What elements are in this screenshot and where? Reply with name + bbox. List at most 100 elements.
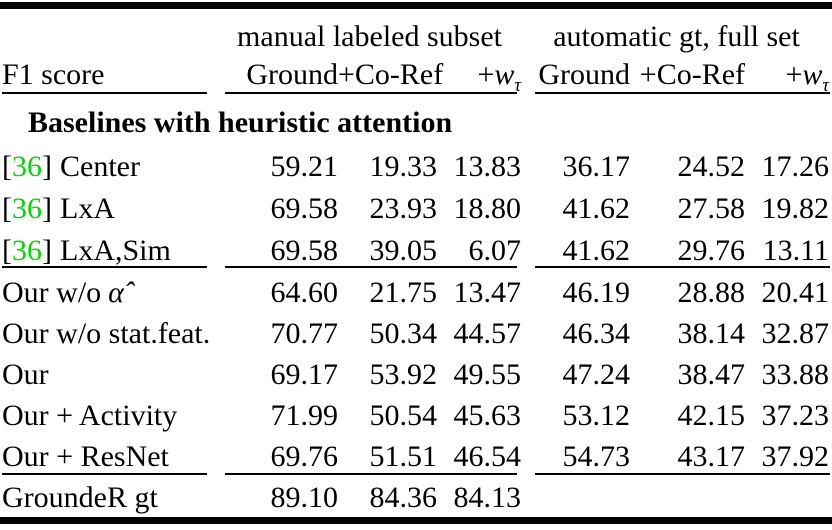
- score-cell: 59.21: [270, 150, 339, 183]
- score-cell: 28.88: [677, 275, 746, 309]
- midrule-ours-automatic-group: [535, 473, 830, 475]
- col-header-wtau-manual: +wτ: [477, 58, 522, 96]
- score-cell: 17.26: [761, 150, 830, 183]
- score-cell: 46.54: [453, 439, 522, 473]
- row-label: Our w/o stat.feat.: [2, 316, 211, 350]
- score-cell: 29.76: [677, 234, 746, 267]
- score-cell: 36.17: [562, 150, 631, 183]
- score-cell: 20.41: [761, 275, 830, 309]
- midrule-baselines-manual-group: [225, 266, 517, 268]
- header-rule-left: [2, 92, 207, 94]
- row-label: Our + ResNet: [2, 439, 169, 473]
- table-row: Our 69.17 53.92 49.55 47.24 38.47 33.88: [0, 354, 832, 395]
- score-cell: 50.54: [369, 398, 438, 432]
- score-cell: 38.14: [677, 316, 746, 350]
- score-cell: 13.11: [762, 234, 830, 267]
- score-cell: 84.13: [453, 481, 522, 514]
- column-group-header-row: manual labeled subset automatic gt, full…: [0, 0, 832, 58]
- score-cell: 13.47: [453, 275, 522, 309]
- row-label: Our + Activity: [2, 398, 178, 432]
- score-cell: 38.47: [677, 357, 746, 391]
- score-cell: [521, 477, 630, 519]
- col-header-coref-automatic: +Co-Ref: [639, 58, 746, 91]
- header-rule-manual-group: [225, 92, 517, 94]
- alpha-hat-symbol: α̂: [108, 275, 124, 309]
- midrule-baselines-automatic-group: [535, 266, 830, 268]
- score-cell: 32.87: [761, 316, 830, 350]
- col-header-coref-manual: +Co-Ref: [338, 58, 444, 91]
- score-cell: 13.83: [453, 150, 522, 183]
- score-cell: 46.34: [562, 316, 631, 350]
- score-cell: 19.33: [369, 150, 438, 183]
- table-row: GroundeR gt 89.10 84.36 84.13: [0, 477, 832, 519]
- table-row: Our w/o stat.feat. 70.77 50.34 44.57 46.…: [0, 313, 832, 354]
- row-label: [36] Center: [2, 150, 140, 183]
- score-cell: 53.92: [369, 357, 438, 391]
- section-header: Baselines with heuristic attention: [28, 106, 453, 139]
- score-cell: 27.58: [677, 192, 746, 225]
- score-cell: 69.17: [270, 357, 339, 391]
- score-cell: 19.82: [761, 192, 830, 225]
- column-header-row: F1 score Ground +Co-Ref +wτ Ground +Co-R…: [0, 58, 832, 96]
- col-group-manual-subset: manual labeled subset: [237, 20, 502, 53]
- citation-link[interactable]: 36: [12, 150, 42, 183]
- midrule-ours-left: [2, 473, 207, 475]
- score-cell: 37.92: [761, 439, 830, 473]
- section-header-row: Baselines with heuristic attention: [0, 96, 832, 146]
- score-cell: 6.07: [468, 234, 522, 267]
- header-rule-automatic-group: [535, 92, 830, 94]
- table-row: Our + ResNet 69.76 51.51 46.54 54.73 43.…: [0, 436, 832, 477]
- row-label: Our: [2, 357, 49, 391]
- results-table: manual labeled subset automatic gt, full…: [0, 0, 832, 519]
- row-header-f1-score: F1 score: [2, 58, 105, 91]
- score-cell: 41.62: [562, 192, 631, 225]
- score-cell: 50.34: [369, 316, 438, 350]
- row-label: [36] LxA: [2, 192, 115, 225]
- score-cell: 54.73: [562, 439, 631, 473]
- score-cell: [745, 477, 832, 519]
- row-label: Our w/o α̂: [2, 275, 124, 309]
- top-rule: [0, 2, 832, 9]
- table-row: [36] LxA 69.58 23.93 18.80 41.62 27.58 19…: [0, 188, 832, 230]
- col-header-wtau-automatic: +wτ: [785, 58, 830, 96]
- score-cell: 21.75: [369, 275, 438, 309]
- score-cell: 47.24: [562, 357, 631, 391]
- score-cell: 33.88: [761, 357, 830, 391]
- score-cell: 23.93: [369, 192, 438, 225]
- midrule-ours-manual-group: [225, 473, 517, 475]
- row-label: GroundeR gt: [2, 481, 158, 514]
- col-group-automatic-gt: automatic gt, full set: [553, 20, 800, 53]
- table-row: Our w/o α̂ 64.60 21.75 13.47 46.19 28.88 …: [0, 272, 832, 313]
- score-cell: 45.63: [453, 398, 522, 432]
- score-cell: 42.15: [677, 398, 746, 432]
- score-cell: 69.76: [270, 439, 339, 473]
- score-cell: 69.58: [270, 192, 339, 225]
- score-cell: 51.51: [369, 439, 438, 473]
- col-header-ground-manual: Ground: [246, 58, 338, 91]
- score-cell: 39.05: [369, 234, 438, 267]
- score-cell: 84.36: [369, 481, 438, 514]
- score-cell: 18.80: [453, 192, 522, 225]
- score-cell: 44.57: [453, 316, 522, 350]
- citation-link[interactable]: 36: [12, 234, 42, 267]
- score-cell: 49.55: [453, 357, 522, 391]
- table-row: Our + Activity 71.99 50.54 45.63 53.12 4…: [0, 395, 832, 436]
- score-cell: [630, 477, 745, 519]
- bottom-rule: [0, 517, 832, 524]
- table-row: [36] Center 59.21 19.33 13.83 36.17 24.52…: [0, 146, 832, 188]
- score-cell: 24.52: [677, 150, 746, 183]
- citation-link[interactable]: 36: [12, 192, 42, 225]
- score-cell: 46.19: [562, 275, 631, 309]
- row-label: [36] LxA,Sim: [2, 234, 171, 267]
- score-cell: 70.77: [270, 316, 339, 350]
- score-cell: 37.23: [761, 398, 830, 432]
- score-cell: 69.58: [270, 234, 339, 267]
- score-cell: 89.10: [270, 481, 339, 514]
- col-header-ground-automatic: Ground: [538, 58, 631, 91]
- score-cell: 64.60: [270, 275, 339, 309]
- midrule-baselines-left: [2, 266, 207, 268]
- score-cell: 43.17: [677, 439, 746, 473]
- score-cell: 71.99: [270, 398, 339, 432]
- table-row: [36] LxA,Sim 69.58 39.05 6.07 41.62 29.76…: [0, 230, 832, 272]
